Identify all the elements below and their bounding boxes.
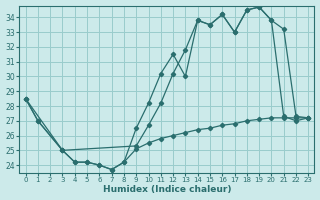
- X-axis label: Humidex (Indice chaleur): Humidex (Indice chaleur): [103, 185, 231, 194]
